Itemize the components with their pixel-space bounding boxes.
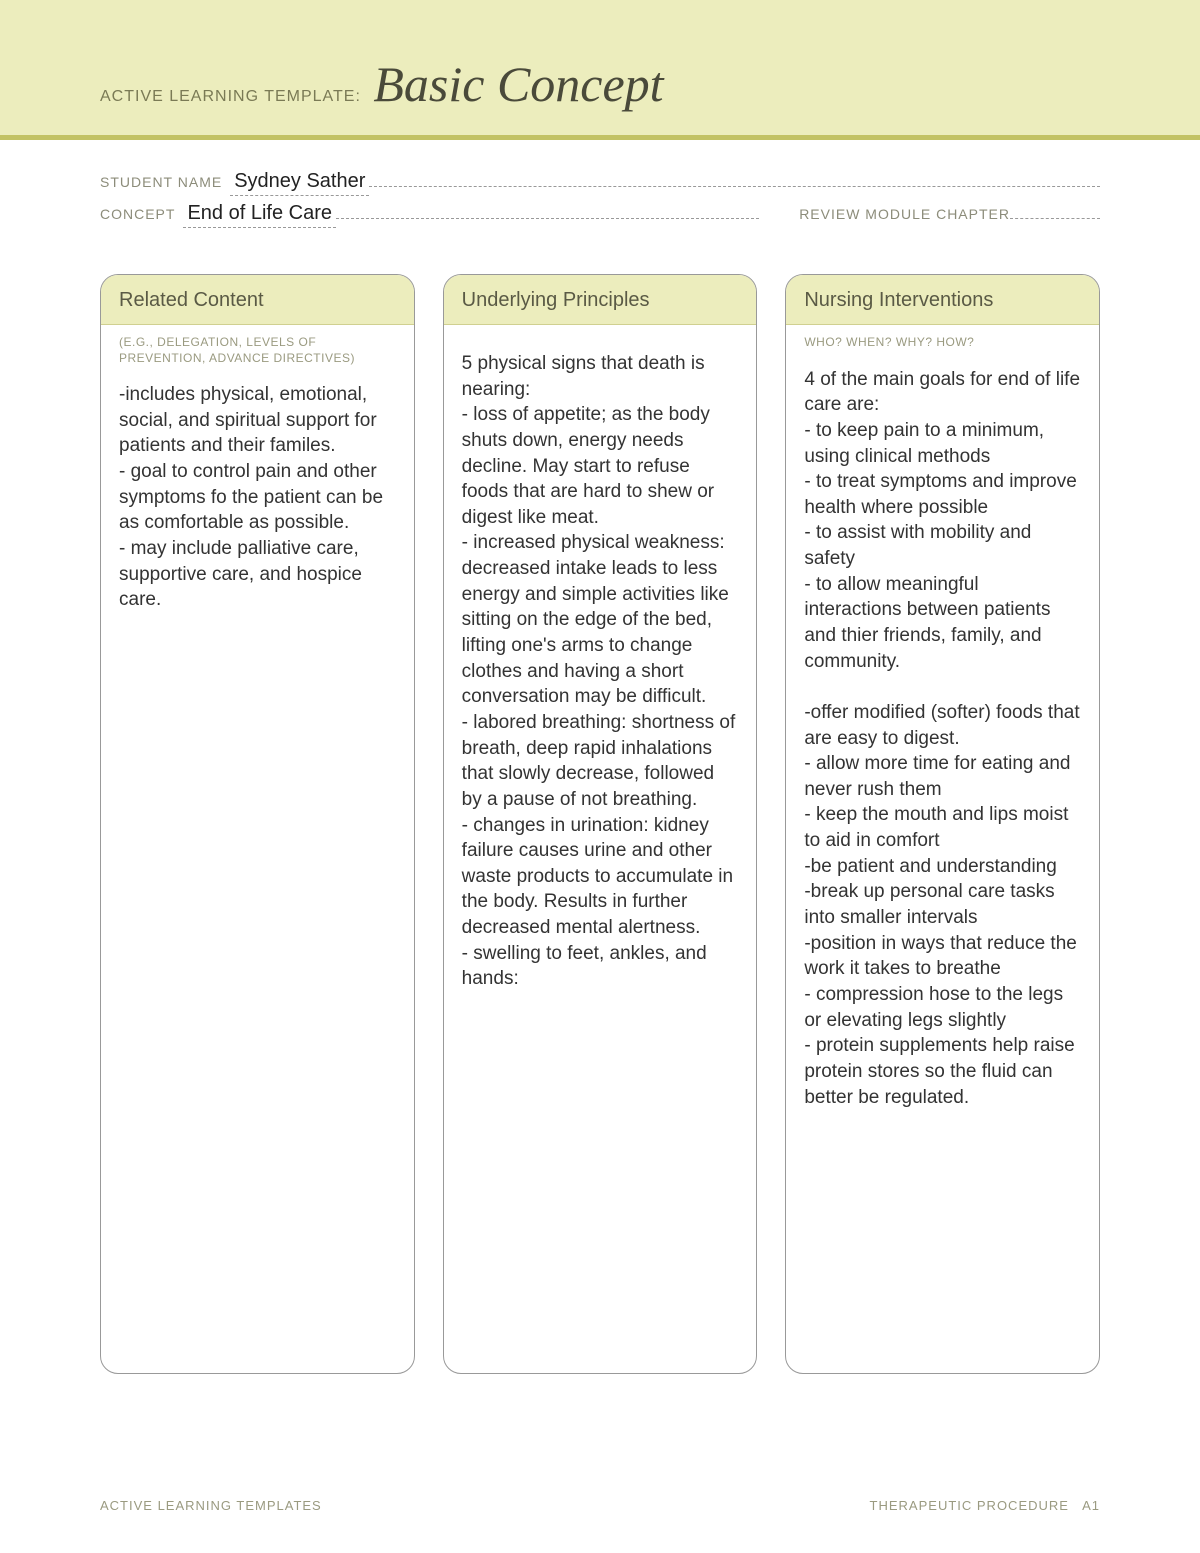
- principles-body: 5 physical signs that death is nearing: …: [444, 341, 757, 1010]
- concept-value: End of Life Care: [183, 202, 336, 228]
- template-title: Basic Concept: [373, 55, 663, 113]
- student-value: Sydney Sather: [230, 170, 369, 196]
- principles-column: Underlying Principles 5 physical signs t…: [443, 274, 758, 1374]
- student-line: [369, 171, 1100, 187]
- footer-right: THERAPEUTIC PROCEDURE A1: [870, 1498, 1100, 1513]
- related-content-column: Related Content (E.G., DELEGATION, LEVEL…: [100, 274, 415, 1374]
- interventions-subtitle: WHO? WHEN? WHY? HOW?: [786, 325, 1099, 357]
- concept-row: CONCEPT End of Life Care REVIEW MODULE C…: [100, 202, 1100, 228]
- principles-header: Underlying Principles: [444, 275, 757, 325]
- template-label: ACTIVE LEARNING TEMPLATE:: [100, 88, 361, 106]
- columns-container: Related Content (E.G., DELEGATION, LEVEL…: [0, 244, 1200, 1374]
- footer-left: ACTIVE LEARNING TEMPLATES: [100, 1498, 322, 1513]
- interventions-column: Nursing Interventions WHO? WHEN? WHY? HO…: [785, 274, 1100, 1374]
- review-line: [1010, 203, 1100, 219]
- related-subtitle: (E.G., DELEGATION, LEVELS OF PREVENTION,…: [101, 325, 414, 372]
- related-body: -includes physical, emotional, social, a…: [101, 372, 414, 631]
- meta-block: STUDENT NAME Sydney Sather CONCEPT End o…: [0, 140, 1200, 244]
- interventions-header: Nursing Interventions: [786, 275, 1099, 325]
- student-label: STUDENT NAME: [100, 174, 222, 190]
- interventions-body: 4 of the main goals for end of life care…: [786, 357, 1099, 1129]
- concept-line: [336, 203, 759, 219]
- header-band: ACTIVE LEARNING TEMPLATE: Basic Concept: [0, 0, 1200, 140]
- concept-label: CONCEPT: [100, 206, 175, 222]
- student-row: STUDENT NAME Sydney Sather: [100, 170, 1100, 196]
- footer: ACTIVE LEARNING TEMPLATES THERAPEUTIC PR…: [100, 1498, 1100, 1513]
- principles-subtitle: [444, 325, 757, 341]
- related-header: Related Content: [101, 275, 414, 325]
- review-label: REVIEW MODULE CHAPTER: [799, 206, 1010, 222]
